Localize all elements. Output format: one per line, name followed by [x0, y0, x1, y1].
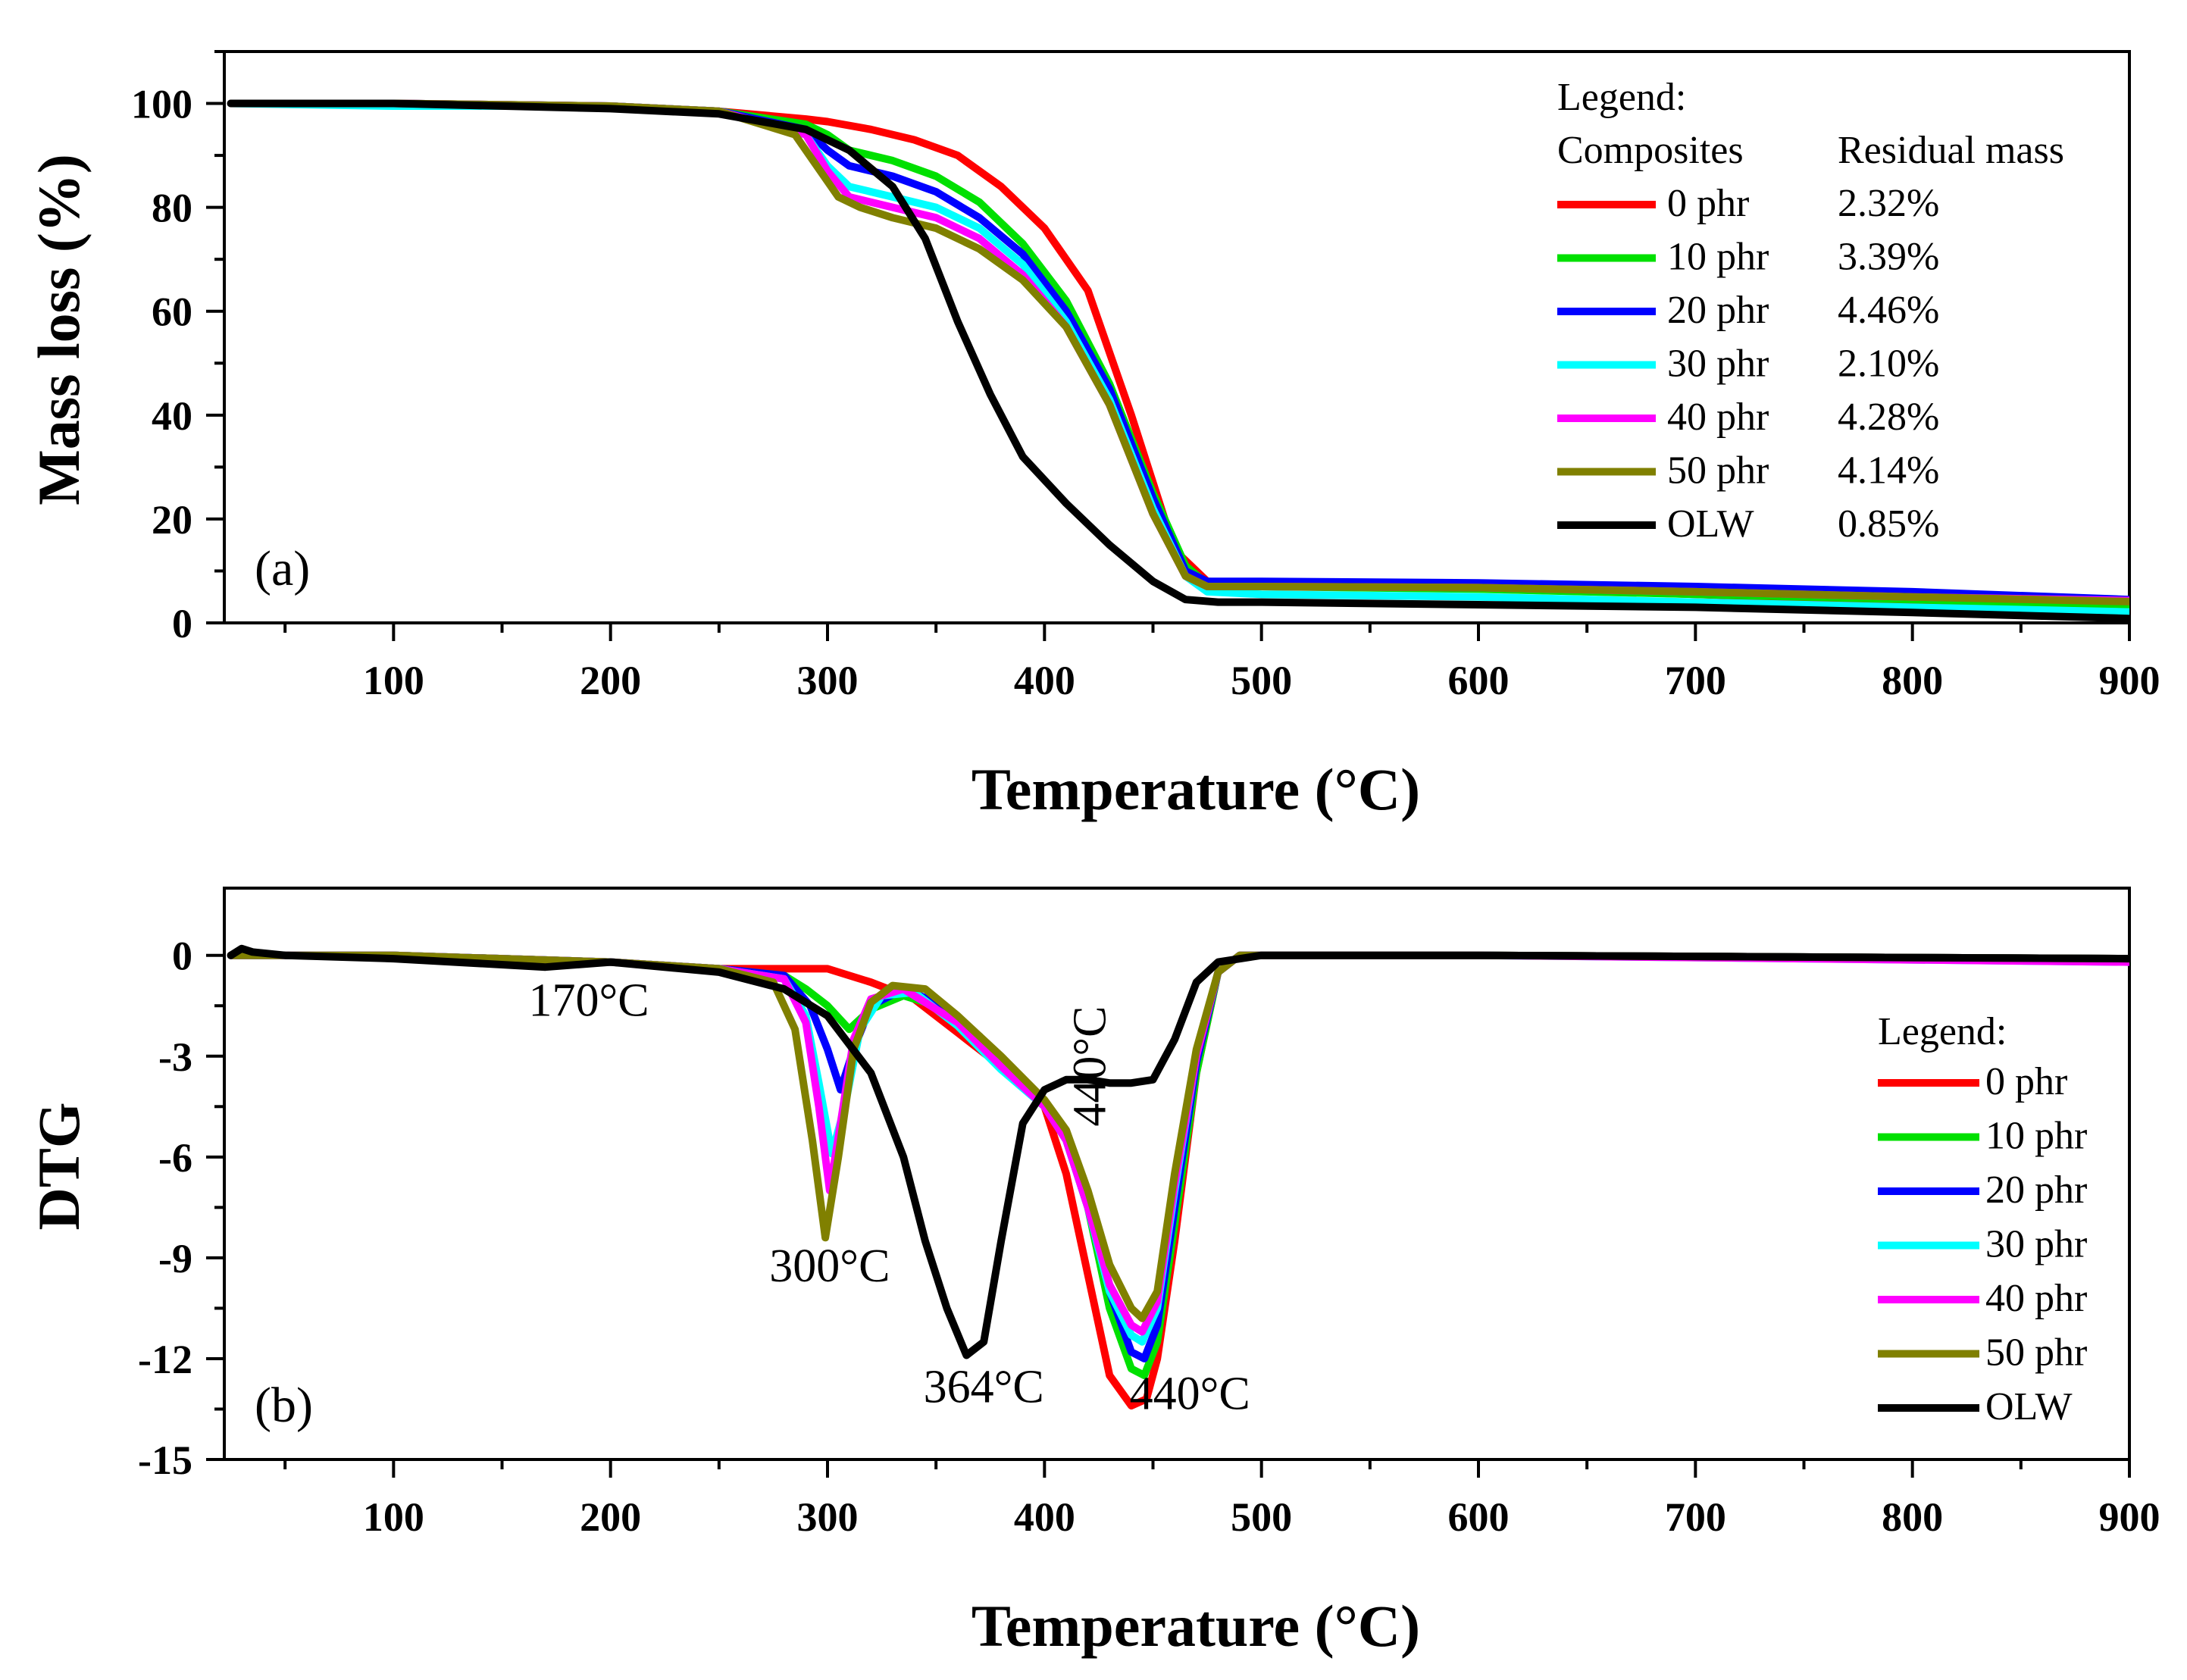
x-tick-label: 100 — [363, 1494, 424, 1540]
x-tick-label: 700 — [1665, 1494, 1726, 1540]
legend-residual-value: 0.85% — [1838, 502, 1939, 546]
legend-entry-label: 50 phr — [1667, 449, 1769, 493]
legend-entry-label: 20 phr — [1667, 289, 1769, 332]
annotation-label: 440°C — [1065, 1006, 1116, 1126]
y-axis-title: Mass loss (%) — [26, 154, 92, 505]
y-tick-label: 60 — [152, 289, 192, 335]
plot-frame — [223, 50, 2131, 624]
legend-entry-label: 30 phr — [1667, 343, 1769, 386]
y-tick-label: -12 — [138, 1337, 192, 1382]
chart-panel-a: 100 200 300 400 500 600 700 800 900 0 20 40 60 80 100 T… — [26, 50, 2160, 822]
x-tick-label: 900 — [2099, 1494, 2160, 1540]
legend-residual-value: 2.32% — [1838, 182, 1939, 225]
x-tick-label: 600 — [1448, 658, 1510, 703]
legend-entry-label: 40 phr — [1667, 396, 1769, 439]
annotation-label: 300°C — [769, 1240, 890, 1292]
legend-residual-value: 4.14% — [1838, 449, 1939, 493]
legend-residual-value: 4.46% — [1838, 289, 1939, 332]
y-tick-label: 100 — [131, 82, 192, 127]
legend-header-composites: Composites — [1557, 129, 1744, 172]
y-tick-label: -6 — [158, 1135, 192, 1181]
x-tick-label: 300 — [797, 1494, 859, 1540]
y-tick-label: 80 — [152, 186, 192, 231]
y-tick-label: 40 — [152, 393, 192, 439]
legend-entry-label: OLW — [1985, 1385, 2073, 1428]
y-tick-label: 20 — [152, 497, 192, 543]
x-tick-label: 400 — [1014, 1494, 1075, 1540]
x-tick-label: 400 — [1014, 658, 1075, 703]
legend-entry-label: 40 phr — [1985, 1277, 2087, 1320]
x-tick-label: 300 — [797, 658, 859, 703]
legend-entry-label: 10 phr — [1667, 236, 1769, 279]
legend-residual-value: 4.28% — [1838, 396, 1939, 439]
y-axis-title: DTG — [26, 1102, 92, 1230]
series-group — [227, 944, 2129, 1409]
legend-title: Legend: — [1878, 1010, 2007, 1053]
series-line-50-phr — [227, 951, 2129, 1322]
legend-entry-label: 50 phr — [1985, 1331, 2087, 1375]
y-tick-label: 0 — [172, 934, 192, 979]
annotation-label: 170°C — [528, 975, 649, 1027]
annotation-label: 364°C — [924, 1362, 1044, 1413]
y-tick-label: -9 — [158, 1236, 192, 1281]
legend-title: Legend: — [1557, 76, 1686, 119]
legend: Legend: 0 phr 10 phr 20 phr 30 phr 40 phr 50 p… — [1878, 1010, 2087, 1428]
x-tick-label: 700 — [1665, 658, 1726, 703]
y-tick-label: 0 — [172, 601, 192, 646]
x-tick-label: 200 — [580, 658, 641, 703]
legend-residual-value: 2.10% — [1838, 343, 1939, 386]
legend-entry-label: 30 phr — [1985, 1223, 2087, 1266]
series-line-olw — [227, 944, 2129, 1359]
legend: Legend: Composites Residual mass 0 phr 2.32%… — [1557, 76, 2064, 546]
x-tick-label: 800 — [1882, 1494, 1943, 1540]
y-tick-label: -15 — [138, 1438, 192, 1483]
legend-entry-label: 0 phr — [1985, 1060, 2067, 1103]
x-axis-title: Temperature (°C) — [971, 1593, 1420, 1659]
y-tick-label: -3 — [158, 1034, 192, 1080]
legend-entry-label: 10 phr — [1985, 1115, 2087, 1158]
legend-entry-label: OLW — [1667, 502, 1754, 546]
plot-frame — [223, 887, 2131, 1461]
x-tick-label: 800 — [1882, 658, 1943, 703]
x-tick-label: 600 — [1448, 1494, 1510, 1540]
x-tick-label: 900 — [2099, 658, 2160, 703]
series-line-olw — [227, 99, 2129, 623]
legend-residual-value: 3.39% — [1838, 236, 1939, 279]
legend-header-residual: Residual mass — [1838, 129, 2064, 172]
x-tick-label: 500 — [1231, 658, 1292, 703]
panel-label: (a) — [255, 541, 310, 596]
chart-panel-b: 100 200 300 400 500 600 700 800 900 0 -3 -6 -9 -12 -15… — [26, 887, 2160, 1659]
x-tick-label: 500 — [1231, 1494, 1292, 1540]
legend-entry-label: 0 phr — [1667, 182, 1749, 225]
x-axis-title: Temperature (°C) — [971, 756, 1420, 822]
legend-entry-label: 20 phr — [1985, 1168, 2087, 1212]
panel-label: (b) — [255, 1378, 313, 1433]
x-tick-label: 200 — [580, 1494, 641, 1540]
x-tick-label: 100 — [363, 658, 424, 703]
annotation-label: 440°C — [1130, 1368, 1250, 1419]
series-group — [227, 99, 2129, 623]
